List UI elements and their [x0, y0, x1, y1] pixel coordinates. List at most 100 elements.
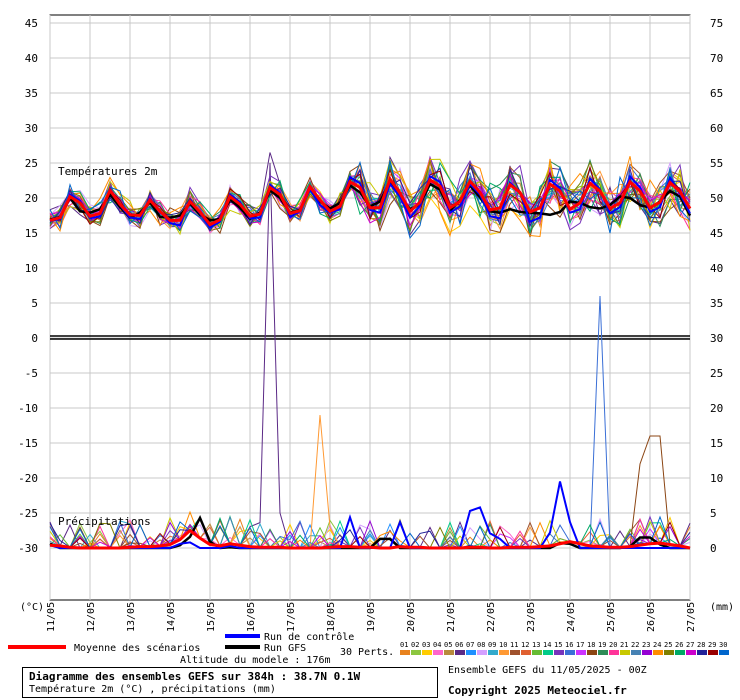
date-tick-label: 21/05: [446, 602, 457, 632]
pert-legend-id: 08: [477, 641, 485, 649]
pert-legend-id: 02: [411, 641, 419, 649]
pert-legend-id: 04: [433, 641, 441, 649]
pert-legend-swatch: [543, 650, 553, 655]
chart-subtitle: Température 2m (°C) , précipitations (mm…: [29, 684, 276, 695]
chart-grid: [49, 14, 691, 601]
date-tick-label: 13/05: [126, 602, 137, 632]
right-tick-label: 55: [710, 157, 723, 170]
pert-legend-swatch: [455, 650, 465, 655]
date-tick-label: 16/05: [246, 602, 257, 632]
right-tick-label: 0: [710, 542, 717, 555]
right-tick-label: 5: [710, 507, 717, 520]
pert-legend-id: 16: [565, 641, 573, 649]
pert-legend-swatch: [554, 650, 564, 655]
date-tick-label: 26/05: [646, 602, 657, 632]
pert-legend-id: 30: [719, 641, 727, 649]
pert-legend-swatch: [631, 650, 641, 655]
pert-legend-id: 15: [554, 641, 562, 649]
pert-legend-swatch: [488, 650, 498, 655]
pert-legend-id: 21: [620, 641, 628, 649]
left-tick-label: 40: [25, 52, 38, 65]
pert-legend-swatch: [576, 650, 586, 655]
pert-legend-id: 13: [532, 641, 540, 649]
pert-legend-id: 17: [576, 641, 584, 649]
pert-legend-swatch: [653, 650, 663, 655]
precipitation-section-label: Précipitations: [58, 515, 151, 528]
pert-legend-swatch: [532, 650, 542, 655]
pert-legend-id: 23: [642, 641, 650, 649]
pert-legend-swatch: [719, 650, 729, 655]
right-tick-label: 75: [710, 17, 723, 30]
left-tick-label: -20: [18, 472, 38, 485]
right-axis-unit: (mm): [710, 602, 734, 613]
legend-mean-label: Moyenne des scénarios: [74, 642, 200, 654]
pert-legend-swatch: [708, 650, 718, 655]
date-tick-label: 19/05: [366, 602, 377, 632]
pert-legend-swatch: [587, 650, 597, 655]
pert-legend-swatch: [620, 650, 630, 655]
pert-legend-swatch: [521, 650, 531, 655]
left-tick-label: -10: [18, 402, 38, 415]
pert-legend-swatch: [400, 650, 410, 655]
date-tick-label: 11/05: [46, 602, 57, 632]
pert-legend-swatch: [422, 650, 432, 655]
pert-legend-id: 26: [675, 641, 683, 649]
date-tick-label: 17/05: [286, 602, 297, 632]
perturbation-temp-line: [49, 167, 691, 228]
pert-legend-id: 29: [708, 641, 716, 649]
pert-legend-id: 19: [598, 641, 606, 649]
date-tick-label: 12/05: [86, 602, 97, 632]
pert-legend-id: 07: [466, 641, 474, 649]
pert-legend-id: 25: [664, 641, 672, 649]
pert-legend-swatch: [466, 650, 476, 655]
pert-legend-id: 10: [499, 641, 507, 649]
pert-legend-swatch: [477, 650, 487, 655]
right-tick-label: 65: [710, 87, 723, 100]
date-tick-label: 25/05: [606, 602, 617, 632]
right-tick-label: 25: [710, 367, 723, 380]
date-axis-ticks: 11/05 12/05 13/05 14/05 15/05 16/05 17/05 18/05…: [46, 602, 697, 632]
right-tick-label: 15: [710, 437, 723, 450]
date-tick-label: 18/05: [326, 602, 337, 632]
caption-box: Diagramme des ensembles GEFS sur 384h : …: [22, 667, 438, 698]
left-tick-label: 25: [25, 157, 38, 170]
legend-perts-label: 30 Perts.: [340, 647, 394, 658]
pert-legend-swatch: [697, 650, 707, 655]
pert-legend-swatch: [565, 650, 575, 655]
left-axis-ticks: 45 40 35 30 25 20 15 10 5 0 -5 -10 -15 -20 -25 -30: [18, 17, 38, 555]
copyright: Copyright 2025 Meteociel.fr: [448, 684, 627, 697]
left-tick-label: 30: [25, 122, 38, 135]
date-tick-label: 14/05: [166, 602, 177, 632]
right-tick-label: 40: [710, 262, 723, 275]
date-tick-label: 22/05: [486, 602, 497, 632]
legend-gfs-label: Run GFS: [264, 643, 306, 654]
pert-legend-id: 09: [488, 641, 496, 649]
left-tick-label: -25: [18, 507, 38, 520]
pert-legend-swatch: [664, 650, 674, 655]
date-tick-label: 27/05: [686, 602, 697, 632]
date-tick-label: 15/05: [206, 602, 217, 632]
right-tick-label: 10: [710, 472, 723, 485]
right-tick-label: 30: [710, 332, 723, 345]
left-axis-unit: (°C): [20, 602, 44, 613]
pert-legend-swatch: [642, 650, 652, 655]
pert-legend-swatch: [411, 650, 421, 655]
left-tick-label: 10: [25, 262, 38, 275]
pert-legend-swatch: [598, 650, 608, 655]
pert-legend-id: 28: [697, 641, 705, 649]
perturbation-legend: 01 02 03 04 05 06 07 08 09 10 11 12 13 14 15 16 17 18 19 20…: [400, 641, 729, 655]
left-tick-label: 5: [31, 297, 38, 310]
series-precip-line: [49, 528, 691, 550]
legend-control-label: Run de contrôle: [264, 631, 354, 643]
right-tick-label: 70: [710, 52, 723, 65]
pert-legend-id: 05: [444, 641, 452, 649]
altitude-label: Altitude du modele : 176m: [180, 655, 331, 666]
right-tick-label: 35: [710, 297, 723, 310]
pert-legend-id: 12: [521, 641, 529, 649]
right-tick-label: 50: [710, 192, 723, 205]
pert-legend-id: 22: [631, 641, 639, 649]
pert-legend-swatch: [686, 650, 696, 655]
date-tick-label: 23/05: [526, 602, 537, 632]
main-series-lines: [49, 174, 692, 550]
